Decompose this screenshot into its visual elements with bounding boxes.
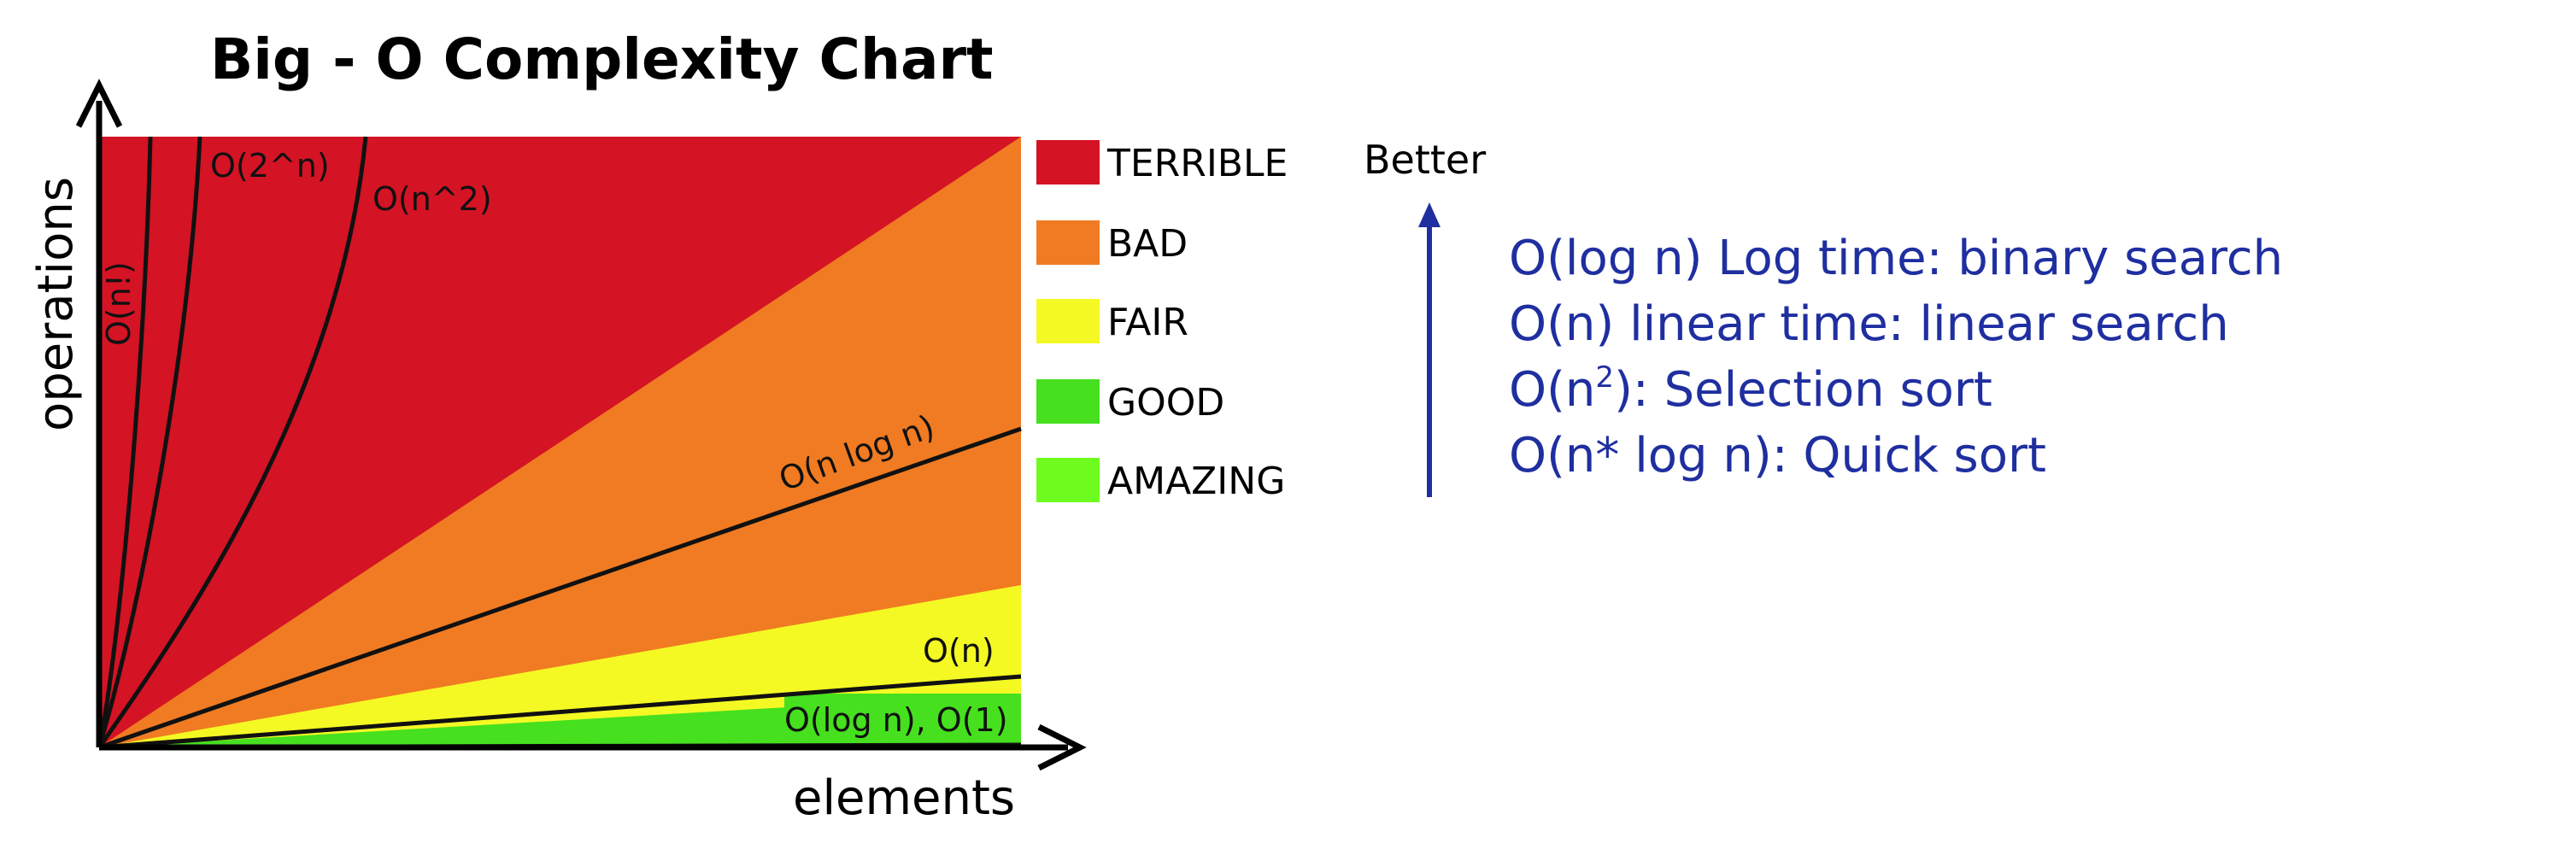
- curve-o-2-n: [97, 136, 202, 748]
- legend-swatch-bad: [1036, 220, 1100, 265]
- curve-o-n-2: [97, 136, 368, 749]
- annotation-selection-sort-prefix: O(n: [1509, 362, 1596, 418]
- legend-label-bad: BAD: [1107, 222, 1188, 266]
- legend-swatch-good: [1036, 379, 1100, 424]
- annotation-line-linear-search: O(n) linear time: linear search: [1509, 296, 2229, 352]
- better-arrow: [1418, 202, 1441, 497]
- better-label: Better: [1364, 137, 1486, 183]
- chart-title: Big - O Complexity Chart: [210, 26, 994, 92]
- curve-label-o-n: O(n): [923, 632, 995, 670]
- annotation-selection-sort-exponent: 2: [1595, 360, 1615, 395]
- curve-label-o-n: O(n!): [100, 261, 138, 346]
- curve-o-n-log-n: [98, 426, 1022, 750]
- annotation-line-binary-search: O(log n) Log time: binary search: [1509, 231, 2284, 286]
- curve-label-o-log-n-o-1: O(log n), O(1): [784, 701, 1008, 739]
- annotation-line-selection-sort: O(n2): Selection sort: [1509, 357, 1992, 424]
- axes: [75, 79, 1087, 771]
- legend-swatch-amazing: [1036, 458, 1100, 502]
- legend-swatch-terrible: [1036, 140, 1100, 184]
- legend-swatch-fair: [1036, 299, 1100, 343]
- y-axis-arrowhead: [75, 79, 123, 128]
- annotation-line-quick-sort: O(n* log n): Quick sort: [1509, 428, 2046, 483]
- legend-label-terrible: TERRIBLE: [1106, 142, 1288, 185]
- annotation-selection-sort-suffix: ): Selection sort: [1614, 362, 1992, 418]
- curve-o-n: [98, 674, 1022, 750]
- region-bad: [99, 137, 1021, 747]
- y-axis-label: operations: [28, 177, 84, 431]
- legend-label-fair: FAIR: [1107, 301, 1188, 344]
- curve-label-o-2-n: O(2^n): [210, 147, 330, 184]
- plot-regions: [99, 137, 1021, 747]
- legend: TERRIBLE BAD FAIR GOOD AMAZING: [1036, 140, 1288, 503]
- curve-label-o-n-2: O(n^2): [373, 180, 492, 218]
- curve-o-n: [97, 136, 153, 748]
- x-axis-arrowhead: [1037, 723, 1087, 771]
- region-good-label-box: [784, 694, 1021, 747]
- legend-label-amazing: AMAZING: [1107, 460, 1285, 503]
- legend-label-good: GOOD: [1107, 381, 1224, 425]
- x-axis-label: elements: [793, 770, 1015, 826]
